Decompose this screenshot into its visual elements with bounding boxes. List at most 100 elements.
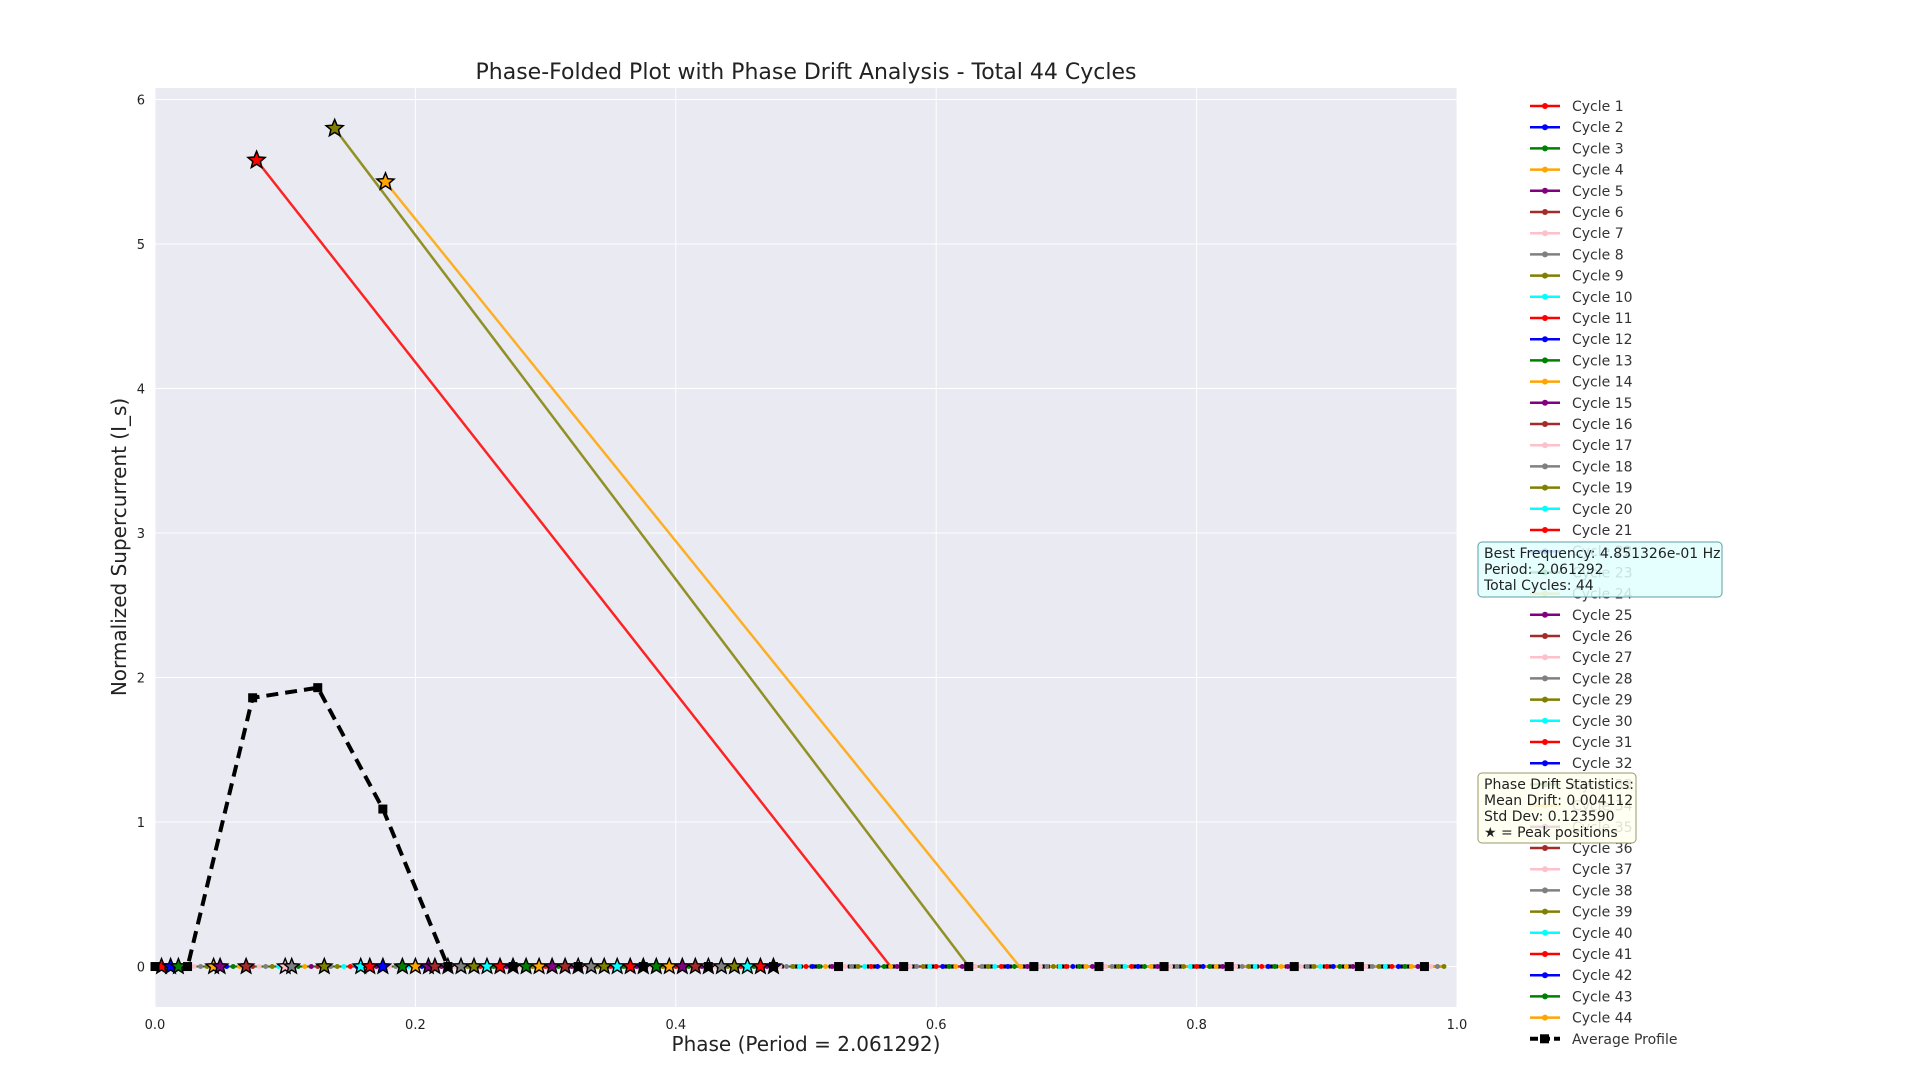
- cycle-point: [1024, 964, 1030, 970]
- y-tick-label: 4: [137, 383, 145, 398]
- cycle-point: [1265, 964, 1271, 970]
- average-profile-marker: [573, 962, 583, 972]
- legend-swatch-marker: [1542, 675, 1548, 682]
- peak-star: [314, 956, 334, 975]
- cycle-point: [946, 964, 952, 970]
- cycle-point: [1135, 964, 1141, 970]
- legend-label: Cycle 26: [1572, 629, 1633, 645]
- average-profile-marker: [183, 962, 193, 972]
- plot-background: [155, 88, 1457, 1007]
- cycle-peak-line: [255, 159, 892, 968]
- cycle-point: [1083, 964, 1089, 970]
- cycle-point: [1037, 964, 1043, 970]
- cycle-point: [1076, 964, 1082, 970]
- cycle-point: [1057, 964, 1063, 970]
- cycle-point: [1194, 964, 1200, 970]
- cycle-point: [1050, 964, 1056, 970]
- cycle-point: [1115, 964, 1121, 970]
- average-profile-marker: [378, 804, 388, 814]
- cycle-point: [992, 964, 998, 970]
- legend-swatch-marker: [1542, 760, 1548, 767]
- y-tick-label: 0: [137, 961, 145, 976]
- legend-label: Cycle 19: [1572, 481, 1633, 497]
- legend-swatch-marker: [1542, 951, 1548, 957]
- peak-star: [246, 149, 267, 170]
- cycle-point: [881, 964, 887, 970]
- legend-swatch-marker: [1542, 845, 1548, 851]
- average-profile-marker: [1159, 962, 1169, 972]
- peak-star: [324, 117, 346, 138]
- peak-star: [210, 956, 230, 975]
- cycle-point: [1181, 964, 1187, 970]
- cycle-point: [1259, 964, 1265, 970]
- cycle-point: [1317, 964, 1323, 970]
- cycle-point: [985, 964, 991, 970]
- cycle-point: [1142, 964, 1148, 970]
- cycle-point: [198, 964, 204, 970]
- legend-swatch-marker: [1542, 442, 1548, 449]
- cycle-point: [933, 964, 939, 970]
- legend-swatch-marker: [1542, 145, 1548, 152]
- legend-label: Cycle 14: [1572, 375, 1633, 391]
- legend-swatch-marker: [1542, 866, 1548, 873]
- cycle-point: [191, 964, 197, 970]
- legend-swatch-marker: [1542, 1014, 1548, 1021]
- legend-label: Cycle 20: [1572, 502, 1633, 518]
- legend-swatch-marker: [1542, 993, 1548, 1000]
- legend-swatch-marker: [1542, 908, 1548, 915]
- cycle-point: [230, 964, 236, 970]
- cycle-point: [1246, 964, 1252, 970]
- drift-info-box: Phase Drift Statistics: Mean Drift: 0.00…: [1477, 772, 1637, 844]
- peak-note-line: ★ = Peak positions: [1484, 825, 1618, 841]
- cycle-point: [1402, 964, 1408, 970]
- chart-title: Phase-Folded Plot with Phase Drift Analy…: [476, 60, 1137, 85]
- cycle-point: [796, 964, 802, 970]
- legend-swatch-marker: [1540, 1034, 1549, 1044]
- legend-label: Cycle 11: [1572, 311, 1633, 327]
- cycle-peak-line: [384, 181, 1021, 968]
- cycle-point: [1441, 964, 1447, 970]
- legend-swatch-marker: [1542, 717, 1548, 724]
- legend-swatch-marker: [1542, 421, 1548, 427]
- legend-label: Cycle 12: [1572, 332, 1633, 348]
- cycle-point: [1168, 964, 1174, 970]
- cycle-point: [823, 964, 829, 970]
- cycle-point: [1005, 964, 1011, 970]
- cycle-point: [1376, 964, 1382, 970]
- cycle-point: [347, 964, 353, 970]
- cycle-point: [269, 964, 275, 970]
- cycle-point: [1408, 964, 1414, 970]
- legend-label: Cycle 21: [1572, 523, 1633, 539]
- cycle-point: [1252, 964, 1258, 970]
- legend-label: Cycle 42: [1572, 968, 1633, 984]
- legend-swatch-marker: [1542, 357, 1548, 364]
- cycle-point: [1207, 964, 1213, 970]
- cycle-point: [894, 964, 900, 970]
- legend-swatch-marker: [1542, 103, 1548, 109]
- legend-label: Cycle 7: [1572, 226, 1624, 242]
- y-tick-label: 5: [137, 238, 145, 253]
- average-profile-marker: [703, 962, 713, 972]
- legend-label: Cycle 29: [1572, 693, 1633, 709]
- legend-swatch-marker: [1542, 251, 1548, 258]
- cycle-point: [842, 964, 848, 970]
- x-axis-label: Phase (Period = 2.061292): [672, 1032, 941, 1056]
- cycle-point: [256, 964, 262, 970]
- average-profile-marker: [964, 962, 974, 972]
- legend-swatch-marker: [1542, 187, 1548, 194]
- cycle-point: [920, 964, 926, 970]
- legend-label: Cycle 18: [1572, 459, 1633, 475]
- legend-swatch-marker: [1542, 399, 1548, 406]
- legend-label: Cycle 43: [1572, 989, 1633, 1005]
- cycle-point: [1363, 964, 1369, 970]
- y-tick-label: 3: [137, 527, 145, 542]
- average-profile-marker: [313, 683, 323, 693]
- legend-swatch-marker: [1542, 633, 1548, 639]
- cycle-point: [829, 964, 835, 970]
- cycle-point: [1200, 964, 1206, 970]
- average-profile-marker: [1224, 962, 1234, 972]
- cycle-point: [803, 964, 809, 970]
- legend-label: Cycle 2: [1572, 120, 1624, 136]
- cycle-point: [1415, 964, 1421, 970]
- average-profile-marker: [1289, 962, 1299, 972]
